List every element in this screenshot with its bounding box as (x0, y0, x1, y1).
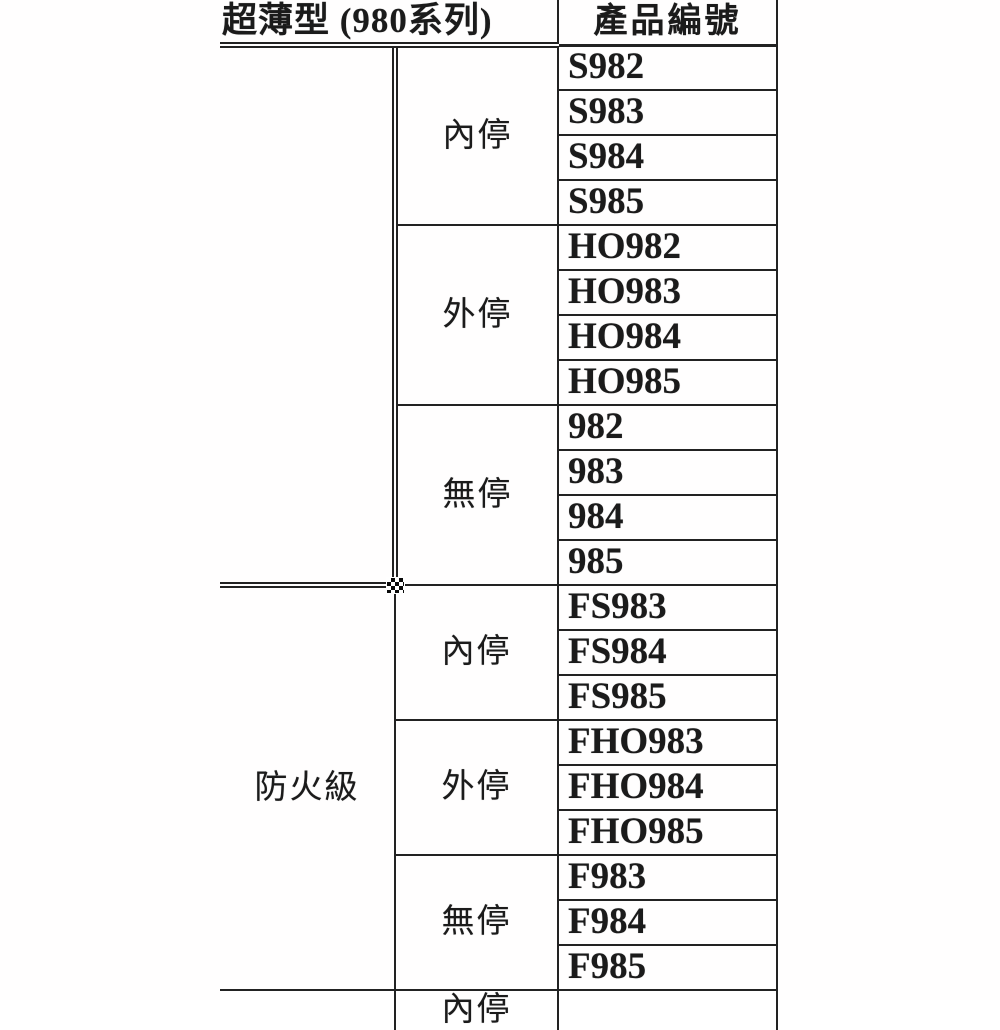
table-row-clipped: 內停 (220, 990, 778, 1030)
product-code-cell: FHO984 (558, 765, 778, 811)
table-row: S985 (220, 180, 778, 226)
table-row: 無停 F983 (220, 855, 778, 991)
product-code-cell: F985 (558, 945, 778, 991)
stop-type-cell-outer: 外停 (395, 720, 559, 856)
product-code-cell: F983 (558, 855, 778, 901)
product-code-cell: FS983 (558, 585, 778, 631)
table-row: 內停 S982 (220, 45, 778, 588)
product-code-cell: S985 (558, 180, 778, 226)
product-code-cell: 984 (558, 495, 778, 541)
product-code-cell: S983 (558, 90, 778, 136)
product-code-cell: HO982 (558, 225, 778, 271)
product-code-cell: FS985 (558, 675, 778, 721)
product-code-cell: FHO985 (558, 810, 778, 856)
table-row: 985 (220, 540, 778, 586)
table-row: 防火級 內停 FS983 (220, 585, 778, 991)
table-row: S984 (220, 135, 778, 181)
product-code-cell: HO984 (558, 315, 778, 361)
product-code-cell: 983 (558, 450, 778, 496)
product-code-cell: F984 (558, 900, 778, 946)
table-row: 984 (220, 495, 778, 541)
product-code-cell: HO983 (558, 270, 778, 316)
table-row: FS985 (220, 675, 778, 721)
table-row: FHO984 (220, 765, 778, 811)
product-code-cell: S984 (558, 135, 778, 181)
table-row: 外停 HO982 (220, 225, 778, 406)
scanned-document-page: 超薄型 (980系列) 產品編號 內停 S982 S983 S984 S985 … (220, 0, 778, 1030)
stop-type-cell-inner: 內停 (395, 45, 559, 226)
category-cell-section1 (220, 45, 398, 588)
table-row: 983 (220, 450, 778, 496)
table-row: F984 (220, 900, 778, 946)
product-code-cell: S982 (558, 45, 778, 91)
product-code-cell: FS984 (558, 630, 778, 676)
product-code-cell: HO985 (558, 360, 778, 406)
stop-type-cell-inner: 內停 (395, 585, 559, 721)
stop-type-cell-outer: 外停 (395, 225, 559, 406)
table-row: HO985 (220, 360, 778, 406)
header-series-cell: 超薄型 (980系列) (220, 0, 559, 48)
product-code-cell-clipped (558, 990, 778, 1030)
stop-type-cell-clipped: 內停 (395, 990, 559, 1030)
product-code-cell: FHO983 (558, 720, 778, 766)
table-header-row: 超薄型 (980系列) 產品編號 (220, 0, 778, 48)
table-row: 無停 982 (220, 405, 778, 586)
header-product-code-cell: 產品編號 (558, 0, 778, 47)
category-cell-fire-rated: 防火級 (220, 585, 396, 991)
table-selection-handle[interactable] (386, 577, 405, 594)
table-row: F985 (220, 945, 778, 991)
stop-type-cell-none: 無停 (395, 405, 559, 586)
category-cell-clipped (220, 990, 396, 1030)
table-row: HO983 (220, 270, 778, 316)
product-code-cell: 985 (558, 540, 778, 586)
table-row: FHO985 (220, 810, 778, 856)
table-row: HO984 (220, 315, 778, 361)
stop-type-cell-none: 無停 (395, 855, 559, 991)
product-code-cell: 982 (558, 405, 778, 451)
table-row: 外停 FHO983 (220, 720, 778, 856)
table-row: S983 (220, 90, 778, 136)
table-row: FS984 (220, 630, 778, 676)
product-table: 超薄型 (980系列) 產品編號 內停 S982 S983 S984 S985 … (220, 0, 778, 1030)
